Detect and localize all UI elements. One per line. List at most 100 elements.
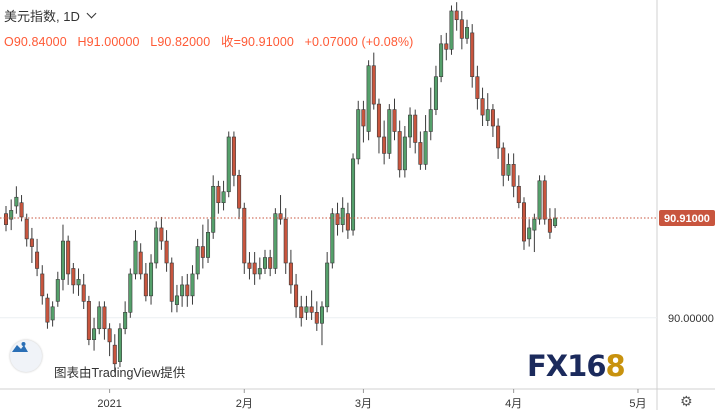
candle — [66, 235, 71, 285]
candle — [423, 115, 428, 170]
candle-body — [226, 136, 231, 193]
candle — [45, 293, 50, 329]
candle — [252, 252, 257, 285]
candle — [449, 5, 454, 55]
fx168-logo: FX168 — [527, 349, 626, 383]
candle-body — [356, 109, 361, 160]
candle-body — [40, 273, 45, 297]
candle-body — [418, 142, 423, 165]
candle-body — [542, 180, 547, 220]
candle — [542, 175, 547, 225]
candle — [387, 104, 392, 159]
candle — [376, 98, 381, 154]
candle-body — [14, 196, 19, 207]
candle — [371, 52, 376, 110]
candle-body — [371, 65, 376, 105]
candle — [112, 334, 117, 373]
candle-body — [200, 246, 205, 258]
candle — [537, 175, 542, 225]
price-tag-label: 90.91000 — [664, 213, 710, 225]
candle — [485, 93, 490, 127]
candle — [149, 254, 154, 305]
candle-body — [376, 103, 381, 138]
candle-body — [506, 164, 511, 176]
candle — [496, 118, 501, 159]
candle — [262, 249, 267, 274]
gear-icon[interactable]: ⚙ — [680, 393, 693, 409]
candle-body — [527, 227, 532, 240]
candle — [294, 273, 299, 318]
candle-body — [278, 213, 283, 220]
candle-body — [237, 175, 242, 209]
candle-body — [143, 273, 148, 297]
candle-body — [444, 43, 449, 50]
candle — [273, 208, 278, 274]
chevron-down-icon[interactable] — [86, 8, 97, 19]
candle — [221, 180, 226, 211]
candle-body — [319, 306, 324, 324]
candle-body — [138, 251, 143, 275]
candle-body — [60, 240, 65, 280]
ohlc-open: O90.84000 — [4, 35, 67, 49]
candle-body — [470, 32, 475, 78]
candle — [35, 238, 40, 277]
candle-body — [485, 109, 490, 121]
candle-body — [180, 284, 185, 297]
x-tick-label: 5月 — [629, 398, 646, 410]
candle-body — [76, 279, 81, 286]
candle — [304, 295, 309, 320]
candle-body — [537, 180, 542, 220]
ohlc-low: L90.82000 — [150, 35, 211, 49]
x-tick-label: 4月 — [505, 398, 522, 410]
candle — [55, 271, 60, 307]
candle-body — [252, 262, 257, 275]
candle-body — [387, 109, 392, 154]
tradingview-credit[interactable]: 图表由TradingView提供 — [54, 366, 186, 380]
candle — [123, 301, 128, 335]
candle-body — [257, 268, 262, 275]
candle — [506, 153, 511, 181]
x-tick-label: 2021 — [97, 398, 121, 410]
candle-body — [465, 27, 470, 39]
candle — [107, 323, 112, 357]
candle — [454, 2, 459, 31]
candle — [19, 195, 24, 222]
candle — [511, 153, 516, 198]
candle — [459, 10, 464, 50]
candle — [314, 301, 319, 331]
candle — [257, 257, 262, 280]
tradingview-logo[interactable] — [10, 340, 42, 372]
candle — [159, 216, 164, 250]
candle-body — [81, 284, 86, 302]
candle — [9, 199, 14, 231]
candle-body — [392, 109, 397, 132]
candle-body — [117, 328, 122, 362]
candle — [547, 208, 552, 239]
chart-header: 美元指数, 1D O90.84000 H91.00000 L90.82000 收… — [4, 6, 413, 50]
candle-body — [35, 251, 40, 269]
candle-body — [330, 213, 335, 264]
candle-body — [547, 218, 552, 233]
candle — [439, 35, 444, 83]
candle — [4, 206, 9, 232]
candle-body — [459, 19, 464, 39]
price-tag-bg — [659, 210, 715, 227]
candle — [143, 262, 148, 302]
candle — [351, 153, 356, 236]
candle-body — [439, 43, 444, 78]
candle — [516, 175, 521, 209]
symbol-name[interactable]: 美元指数, 1D — [4, 6, 80, 25]
candle — [226, 131, 231, 198]
candle — [345, 202, 350, 239]
candle-body — [273, 213, 278, 269]
candle-body — [299, 306, 304, 319]
candle — [335, 202, 340, 236]
candle — [86, 295, 91, 346]
ohlc-legend: O90.84000 H91.00000 L90.82000 收=90.91000… — [4, 31, 413, 50]
candle — [402, 126, 407, 178]
candle — [397, 120, 402, 178]
candle-body — [521, 202, 526, 242]
candle — [283, 208, 288, 274]
candle-body — [309, 306, 314, 313]
